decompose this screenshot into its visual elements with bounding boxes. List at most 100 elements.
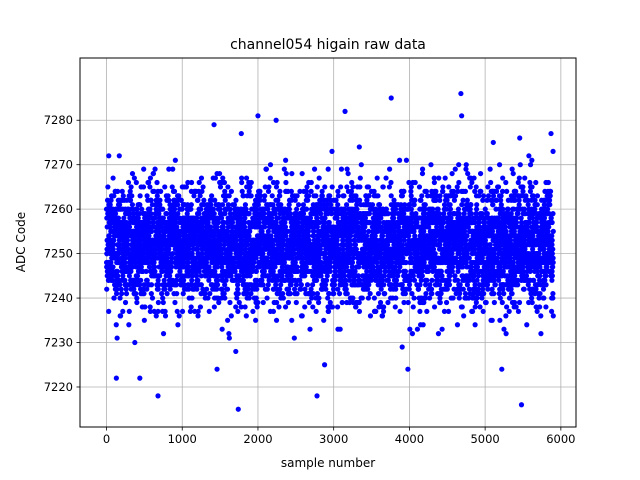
data-point xyxy=(283,157,289,163)
data-point xyxy=(120,273,126,279)
data-point xyxy=(273,219,279,226)
data-point xyxy=(160,215,166,221)
data-point xyxy=(233,304,239,310)
data-point xyxy=(435,206,441,212)
data-point xyxy=(376,219,382,226)
data-point xyxy=(264,286,270,292)
data-point xyxy=(174,273,180,279)
data-point xyxy=(255,299,261,306)
data-point xyxy=(193,259,199,266)
data-point xyxy=(356,299,362,306)
data-point xyxy=(156,211,162,217)
data-point xyxy=(417,308,423,315)
data-point xyxy=(203,273,209,279)
data-point xyxy=(226,193,232,199)
data-point xyxy=(259,228,265,234)
data-point xyxy=(374,259,380,266)
data-point xyxy=(214,264,221,270)
data-point xyxy=(401,211,407,217)
data-point xyxy=(334,242,340,248)
data-point xyxy=(158,188,164,194)
data-point xyxy=(273,184,280,190)
data-point xyxy=(219,326,225,332)
data-point xyxy=(110,246,116,252)
data-point xyxy=(160,206,166,212)
data-point xyxy=(302,286,308,292)
data-point xyxy=(228,313,234,319)
data-point xyxy=(375,193,381,199)
data-point xyxy=(134,299,140,306)
data-point xyxy=(327,268,333,274)
data-point xyxy=(288,273,294,279)
data-point xyxy=(222,255,228,261)
data-point xyxy=(155,299,161,306)
data-point xyxy=(419,193,425,199)
data-point xyxy=(161,277,167,283)
data-point xyxy=(170,251,176,257)
data-point xyxy=(393,295,399,301)
data-point xyxy=(377,268,383,274)
data-point xyxy=(416,184,423,190)
data-point xyxy=(367,291,373,297)
data-point xyxy=(219,215,225,221)
data-point xyxy=(245,286,251,292)
data-point xyxy=(150,170,156,177)
data-point xyxy=(253,317,259,323)
data-point xyxy=(243,175,250,181)
data-point xyxy=(463,162,469,168)
data-point xyxy=(477,170,484,177)
data-point xyxy=(350,184,356,190)
data-point xyxy=(225,184,231,190)
data-point xyxy=(256,264,262,270)
data-point xyxy=(239,179,245,186)
data-point xyxy=(198,175,205,181)
chart-title: channel054 higain raw data xyxy=(230,37,426,53)
data-point xyxy=(248,224,255,230)
data-point xyxy=(120,193,126,199)
data-point xyxy=(331,282,338,288)
data-point xyxy=(295,202,302,208)
data-point xyxy=(343,286,349,292)
data-point xyxy=(112,211,119,217)
data-point xyxy=(465,170,471,177)
data-point xyxy=(235,286,241,292)
data-point xyxy=(224,286,231,292)
data-point xyxy=(411,228,417,234)
data-point xyxy=(164,291,170,297)
data-point xyxy=(439,326,445,332)
data-point xyxy=(391,197,397,203)
data-point xyxy=(120,308,126,315)
data-point xyxy=(228,273,234,279)
data-point xyxy=(122,277,128,283)
data-point xyxy=(341,273,347,279)
data-point xyxy=(158,224,165,230)
data-point xyxy=(402,268,409,274)
data-point xyxy=(236,299,242,306)
data-point xyxy=(146,179,152,186)
data-point xyxy=(388,193,394,199)
data-point xyxy=(316,255,322,261)
data-point xyxy=(221,242,227,248)
data-point xyxy=(222,188,228,194)
data-point xyxy=(173,282,180,288)
data-point xyxy=(195,197,201,203)
data-point xyxy=(414,326,421,332)
data-point xyxy=(180,291,186,297)
data-point xyxy=(411,295,417,301)
data-point xyxy=(305,233,312,239)
data-point xyxy=(393,286,399,292)
data-point xyxy=(126,308,132,315)
data-point xyxy=(449,268,455,274)
data-point xyxy=(473,299,479,306)
data-point xyxy=(473,184,479,190)
data-point xyxy=(272,264,278,270)
data-point xyxy=(396,224,402,230)
data-point xyxy=(147,175,154,181)
data-point xyxy=(468,211,474,217)
data-point xyxy=(397,308,403,315)
data-point xyxy=(341,193,347,199)
data-point xyxy=(216,170,223,177)
data-point xyxy=(115,188,121,194)
data-point xyxy=(366,193,372,199)
data-point xyxy=(469,179,475,186)
